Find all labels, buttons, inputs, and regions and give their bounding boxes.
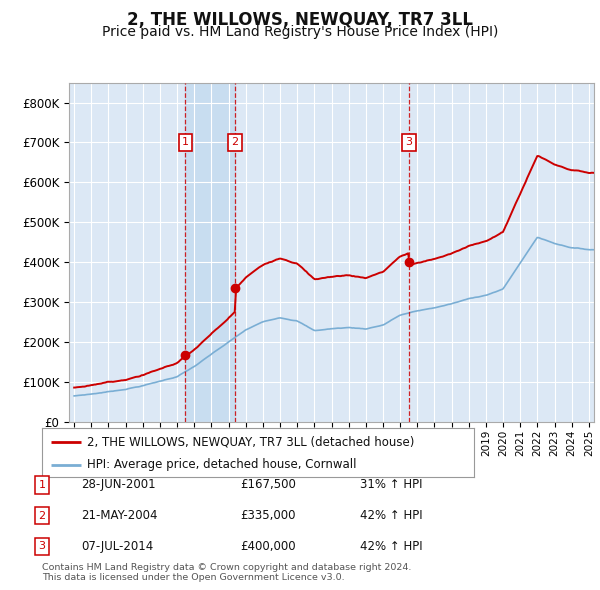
Text: 07-JUL-2014: 07-JUL-2014 bbox=[81, 540, 153, 553]
Text: HPI: Average price, detached house, Cornwall: HPI: Average price, detached house, Corn… bbox=[88, 458, 357, 471]
Text: 1: 1 bbox=[182, 137, 189, 148]
Text: 2: 2 bbox=[232, 137, 239, 148]
Text: 2: 2 bbox=[38, 511, 46, 520]
Text: 42% ↑ HPI: 42% ↑ HPI bbox=[360, 509, 422, 522]
Text: 1: 1 bbox=[38, 480, 46, 490]
Text: £335,000: £335,000 bbox=[240, 509, 296, 522]
Text: 31% ↑ HPI: 31% ↑ HPI bbox=[360, 478, 422, 491]
Text: £400,000: £400,000 bbox=[240, 540, 296, 553]
Text: £167,500: £167,500 bbox=[240, 478, 296, 491]
Text: Price paid vs. HM Land Registry's House Price Index (HPI): Price paid vs. HM Land Registry's House … bbox=[102, 25, 498, 40]
Text: 2, THE WILLOWS, NEWQUAY, TR7 3LL (detached house): 2, THE WILLOWS, NEWQUAY, TR7 3LL (detach… bbox=[88, 435, 415, 448]
Bar bbox=[185, 83, 235, 422]
Text: 2, THE WILLOWS, NEWQUAY, TR7 3LL: 2, THE WILLOWS, NEWQUAY, TR7 3LL bbox=[127, 11, 473, 29]
Text: 42% ↑ HPI: 42% ↑ HPI bbox=[360, 540, 422, 553]
Text: 21-MAY-2004: 21-MAY-2004 bbox=[81, 509, 157, 522]
Text: 28-JUN-2001: 28-JUN-2001 bbox=[81, 478, 155, 491]
Text: Contains HM Land Registry data © Crown copyright and database right 2024.
This d: Contains HM Land Registry data © Crown c… bbox=[42, 563, 412, 582]
Text: 3: 3 bbox=[406, 137, 413, 148]
Text: 3: 3 bbox=[38, 542, 46, 551]
